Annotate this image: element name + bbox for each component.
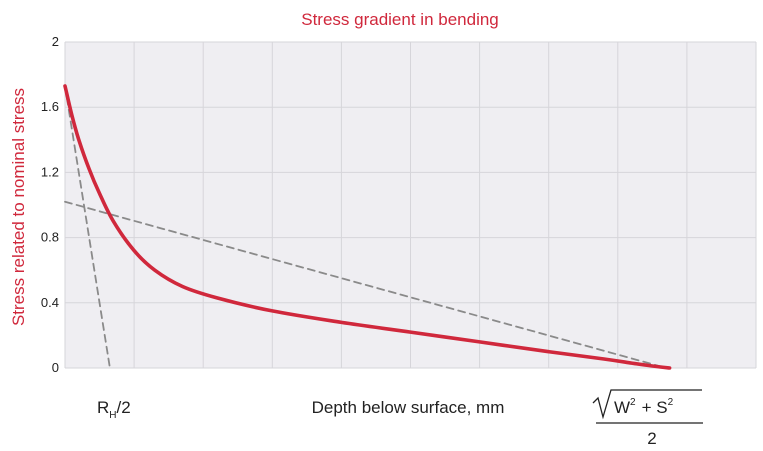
x-axis-label: Depth below surface, mm [312, 398, 505, 417]
series-line-1 [64, 85, 111, 369]
formula-w: W [614, 398, 630, 417]
y-tick-label-3: 1.2 [41, 164, 59, 179]
y-tick-label-1: 0.4 [41, 295, 59, 310]
formula-s-exp: 2 [668, 397, 674, 408]
y-tick-label-4: 1.6 [41, 99, 59, 114]
y-gridlines [65, 41, 756, 369]
y-tick-labels: 0 0.4 0.8 1.2 1.6 2 [41, 34, 59, 375]
sqrt-sign [592, 389, 702, 420]
series-line-2 [64, 200, 668, 369]
rh-subscript: H [109, 410, 116, 421]
formula-plus-s: + S [642, 398, 668, 417]
formula-denominator: 2 [647, 429, 656, 448]
chart-title: Stress gradient in bending [301, 10, 499, 29]
rh-tail: /2 [117, 398, 131, 417]
series-line-0 [63, 84, 672, 370]
x-gridlines [64, 42, 757, 368]
series-group [63, 84, 672, 370]
formula-annotation: W2 + S2 2 [592, 389, 703, 448]
rh-annotation: RH/2 [97, 398, 131, 421]
formula-numerator: W2 + S2 [614, 397, 674, 417]
rh-main: R [97, 398, 109, 417]
y-tick-label-0: 0 [52, 360, 59, 375]
y-tick-label-2: 0.8 [41, 230, 59, 245]
formula-w-exp: 2 [630, 397, 636, 408]
y-tick-label-5: 2 [52, 34, 59, 49]
y-axis-label: Stress related to nominal stress [9, 88, 28, 326]
